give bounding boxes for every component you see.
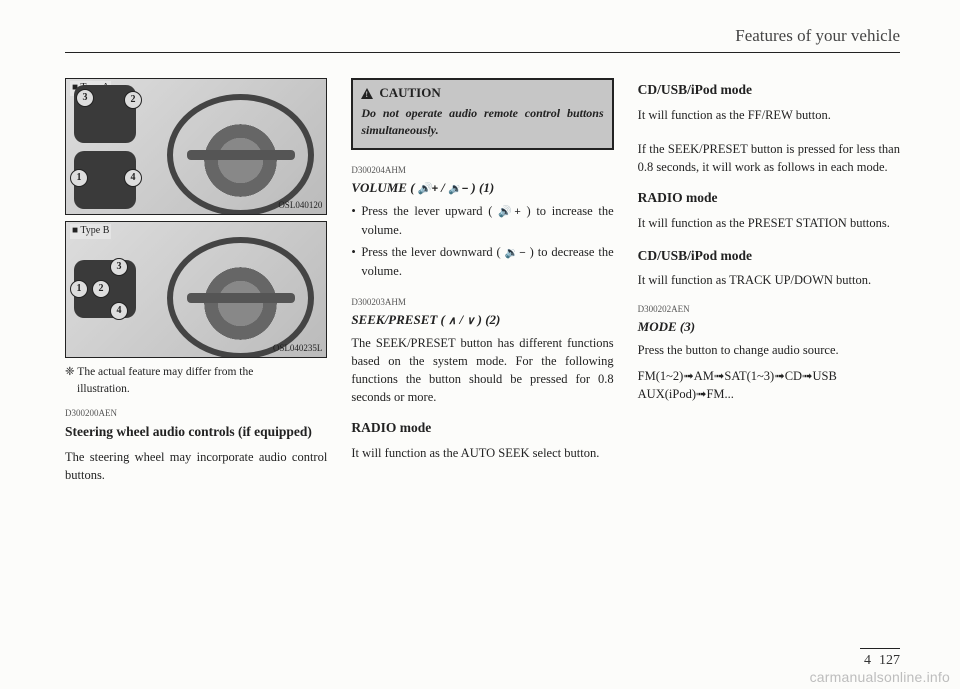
volume-bullet-2: • Press the lever downward ( 🔉− ) to dec… [351, 243, 613, 280]
section-code-2: D300204AHM [351, 164, 613, 177]
section-title-mode: MODE (3) [638, 318, 900, 337]
vol-title-suffix: ) (1) [468, 180, 494, 195]
figure-note: ❈ The actual feature may differ from the… [65, 364, 327, 397]
volume-up-inline-icon: 🔊+ [498, 206, 521, 218]
steering-wheel-a-icon [167, 94, 314, 215]
button-cluster-b: 3 1 2 4 [74, 260, 136, 318]
volume-down-inline-icon: 🔉− [505, 247, 526, 259]
callout-b1: 1 [70, 280, 88, 298]
bullet-text: Press the lever upward ( 🔊+ ) to increas… [361, 202, 613, 239]
callout-1: 1 [70, 169, 88, 187]
callout-b3: 3 [110, 258, 128, 276]
footer-rule [860, 648, 900, 649]
figure-a-code: OSL040120 [278, 199, 322, 212]
section-text-1: The steering wheel may incorporate audio… [65, 448, 327, 484]
page-header: Features of your vehicle [735, 26, 900, 46]
volume-bullet-1: • Press the lever upward ( 🔊+ ) to incre… [351, 202, 613, 239]
figure-b-code: OSL040235L [273, 342, 323, 355]
chapter-number: 4 [864, 653, 871, 668]
column-2: CAUTION Do not operate audio remote cont… [351, 78, 613, 634]
bullet-dot: • [351, 202, 361, 239]
section-title-volume: VOLUME ( 🔊+ / 🔉− ) (1) [351, 179, 613, 198]
caution-text: Do not operate audio remote control butt… [361, 105, 603, 140]
bullet-dot: • [351, 243, 361, 280]
page-num-value: 127 [879, 653, 900, 668]
note-lead: ❈ The actual feature may differ from the [65, 366, 253, 378]
header-rule [65, 52, 900, 53]
content-columns: ■ Type A 3 2 1 4 OSL040120 ■ Type B 3 1 … [65, 78, 900, 634]
cd-mode-text-1: It will function as the FF/REW button. [638, 106, 900, 124]
radio-mode-title-1: RADIO mode [351, 418, 613, 438]
chevron-up-icon: ∧ [448, 315, 456, 327]
caution-box: CAUTION Do not operate audio remote cont… [351, 78, 613, 150]
mode-text-1: Press the button to change audio source. [638, 341, 900, 359]
mode-text-2: FM(1~2)➟AM➟SAT(1~3)➟CD➟USB AUX(iPod)➟FM.… [638, 367, 900, 403]
manual-page: Features of your vehicle ■ Type A 3 2 1 … [0, 0, 960, 689]
section-title-seek: SEEK/PRESET ( ∧ / ∨ ) (2) [351, 311, 613, 330]
volume-up-icon: 🔊+ [418, 183, 438, 195]
bullet-text: Press the lever downward ( 🔉− ) to decre… [361, 243, 613, 280]
vol-slash: / [438, 180, 448, 195]
warning-triangle-icon [361, 88, 373, 99]
callout-4: 4 [124, 169, 142, 187]
figure-type-a: ■ Type A 3 2 1 4 OSL040120 [65, 78, 327, 215]
seek-title-prefix: SEEK/PRESET ( [351, 312, 448, 327]
section-title-1: Steering wheel audio controls (if equipp… [65, 422, 327, 442]
watermark: carmanualsonline.info [810, 669, 950, 685]
seek-title-suffix: ) (2) [474, 312, 500, 327]
radio-mode-title-2: RADIO mode [638, 188, 900, 208]
section-code-3: D300203AHM [351, 296, 613, 309]
vol-title-prefix: VOLUME ( [351, 180, 417, 195]
seek-text: The SEEK/PRESET button has different fun… [351, 334, 613, 407]
seek-short-text: If the SEEK/PRESET button is pressed for… [638, 140, 900, 176]
caution-title: CAUTION [379, 84, 440, 103]
section-code-1: D300200AEN [65, 407, 327, 420]
steering-wheel-b-icon [167, 237, 314, 358]
radio-mode-text-2: It will function as the PRESET STATION b… [638, 214, 900, 232]
button-cluster-a-bottom: 1 4 [74, 151, 136, 209]
figure-b-label: ■ Type B [70, 224, 111, 239]
page-number: 4 127 [864, 653, 900, 669]
column-1: ■ Type A 3 2 1 4 OSL040120 ■ Type B 3 1 … [65, 78, 327, 634]
cd-mode-title-1: CD/USB/iPod mode [638, 80, 900, 100]
volume-down-icon: 🔉− [448, 183, 468, 195]
section-code-4: D300202AEN [638, 303, 900, 316]
column-3: CD/USB/iPod mode It will function as the… [638, 78, 900, 634]
callout-b2: 2 [92, 280, 110, 298]
cd-mode-title-2: CD/USB/iPod mode [638, 246, 900, 266]
figure-type-b: ■ Type B 3 1 2 4 OSL040235L [65, 221, 327, 358]
radio-mode-text-1: It will function as the AUTO SEEK select… [351, 444, 613, 462]
seek-slash: / [456, 312, 466, 327]
callout-2: 2 [124, 91, 142, 109]
cd-mode-text-2: It will function as TRACK UP/DOWN button… [638, 271, 900, 289]
callout-3: 3 [76, 89, 94, 107]
button-cluster-a-top: 3 2 [74, 85, 136, 143]
note-rest: illustration. [65, 381, 327, 398]
callout-b4: 4 [110, 302, 128, 320]
caution-title-row: CAUTION [361, 84, 603, 103]
